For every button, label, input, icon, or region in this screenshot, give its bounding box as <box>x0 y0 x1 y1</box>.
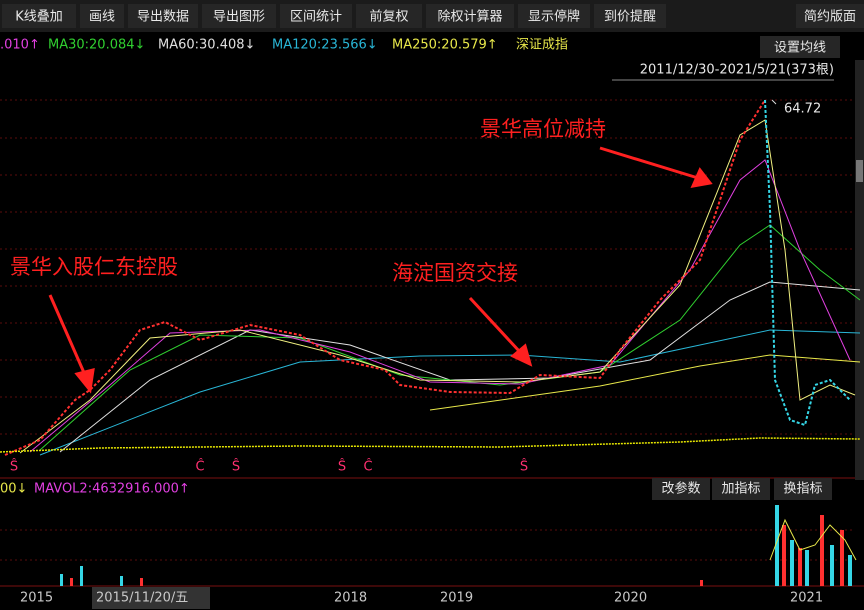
ma-legend-item: MA120:23.566↓ <box>272 38 378 53</box>
settings-button[interactable]: 设置均线 <box>774 41 826 56</box>
x-axis-label: 2021 <box>790 591 823 606</box>
toolbar-button-bg[interactable] <box>202 4 276 28</box>
indicator-button[interactable]: 改参数 <box>661 481 700 497</box>
annotation: 海淀国资交接 <box>392 261 518 285</box>
toolbar-button[interactable]: 导出数据 <box>137 10 189 25</box>
event-marker[interactable]: Ĉ <box>195 459 204 475</box>
settings-button-bg[interactable] <box>760 36 840 58</box>
toolbar-button-bg[interactable] <box>426 4 514 28</box>
ma-line <box>59 281 861 453</box>
indicator-button[interactable]: 换指标 <box>783 482 822 497</box>
toolbar-button[interactable]: 简约版面 <box>804 9 856 25</box>
volume-ma <box>769 518 857 561</box>
toolbar-button[interactable]: 除权计算器 <box>437 9 502 25</box>
toolbar-button[interactable]: 到价提醒 <box>604 9 656 25</box>
x-axis-label: 2020 <box>614 591 647 606</box>
toolbar-button[interactable]: 画线 <box>89 10 115 25</box>
toolbar-button[interactable]: 前复权 <box>369 9 408 25</box>
x-axis-label: 2015/11/20/五 <box>96 591 188 606</box>
volume-bars <box>60 505 852 586</box>
toolbar-button-bg[interactable] <box>594 4 666 28</box>
scrollbar[interactable] <box>855 60 864 480</box>
index-overlay <box>0 437 861 453</box>
indicator-button-bg[interactable] <box>774 478 832 500</box>
x-axis-label: 2015 <box>20 591 53 606</box>
scroll-thumb[interactable] <box>856 160 863 182</box>
ma-line <box>19 119 856 454</box>
ma-legend-item: .010↑ <box>0 38 40 53</box>
toolbar-button-bg[interactable] <box>128 4 198 28</box>
toolbar-button-bg[interactable] <box>356 4 422 28</box>
indicator-button-bg[interactable] <box>652 478 710 500</box>
ma-line <box>429 354 861 411</box>
range-label: 2011/12/30-2021/5/21(373根) <box>640 63 834 78</box>
annotation: 景华入股仁东控股 <box>10 255 178 279</box>
x-axis-label: 2018 <box>334 591 367 606</box>
peak-pointer <box>771 99 777 105</box>
annotation-arrows <box>48 146 713 394</box>
event-marker[interactable]: Ŝ <box>520 459 528 475</box>
toolbar-button[interactable]: 区间统计 <box>290 10 342 25</box>
ma-legend-item: MA30:20.084↓ <box>48 38 145 53</box>
toolbar-button-bg[interactable] <box>796 4 864 28</box>
ma-legend-item: MA60:30.408↓ <box>158 38 255 53</box>
toolbar-button[interactable]: 显示停牌 <box>528 9 580 25</box>
peak-label: 64.72 <box>784 102 821 117</box>
ma-legend-item: MA250:20.579↑ <box>392 38 498 53</box>
event-marker[interactable]: Ŝ <box>232 459 240 475</box>
toolbar-button[interactable]: K线叠加 <box>15 10 63 25</box>
toolbar-button-bg[interactable] <box>2 4 76 28</box>
price-trace <box>764 99 851 427</box>
date-cursor-box <box>92 587 210 609</box>
indicator-button[interactable]: 加指标 <box>721 482 760 497</box>
toolbar-button[interactable]: 导出图形 <box>213 10 265 25</box>
toolbar-button-bg[interactable] <box>518 4 590 28</box>
ma-line <box>29 159 851 453</box>
indicator-button-bg[interactable] <box>712 478 770 500</box>
volume-legend-item: MAVOL2:4632916.000↑ <box>34 482 190 497</box>
event-marker[interactable]: Ŝ <box>10 459 18 475</box>
volume-legend-item: 00↓ <box>0 482 27 497</box>
toolbar-button-bg[interactable] <box>80 4 124 28</box>
event-marker[interactable]: Ŝ <box>338 459 346 475</box>
volume-bars <box>70 515 844 586</box>
toolbar-button-bg[interactable] <box>280 4 352 28</box>
annotation: 景华高位减持 <box>480 117 606 141</box>
event-marker[interactable]: Ĉ <box>363 459 372 475</box>
ma-legend-item: 深证成指 <box>516 38 568 53</box>
x-axis-label: 2019 <box>440 591 473 606</box>
